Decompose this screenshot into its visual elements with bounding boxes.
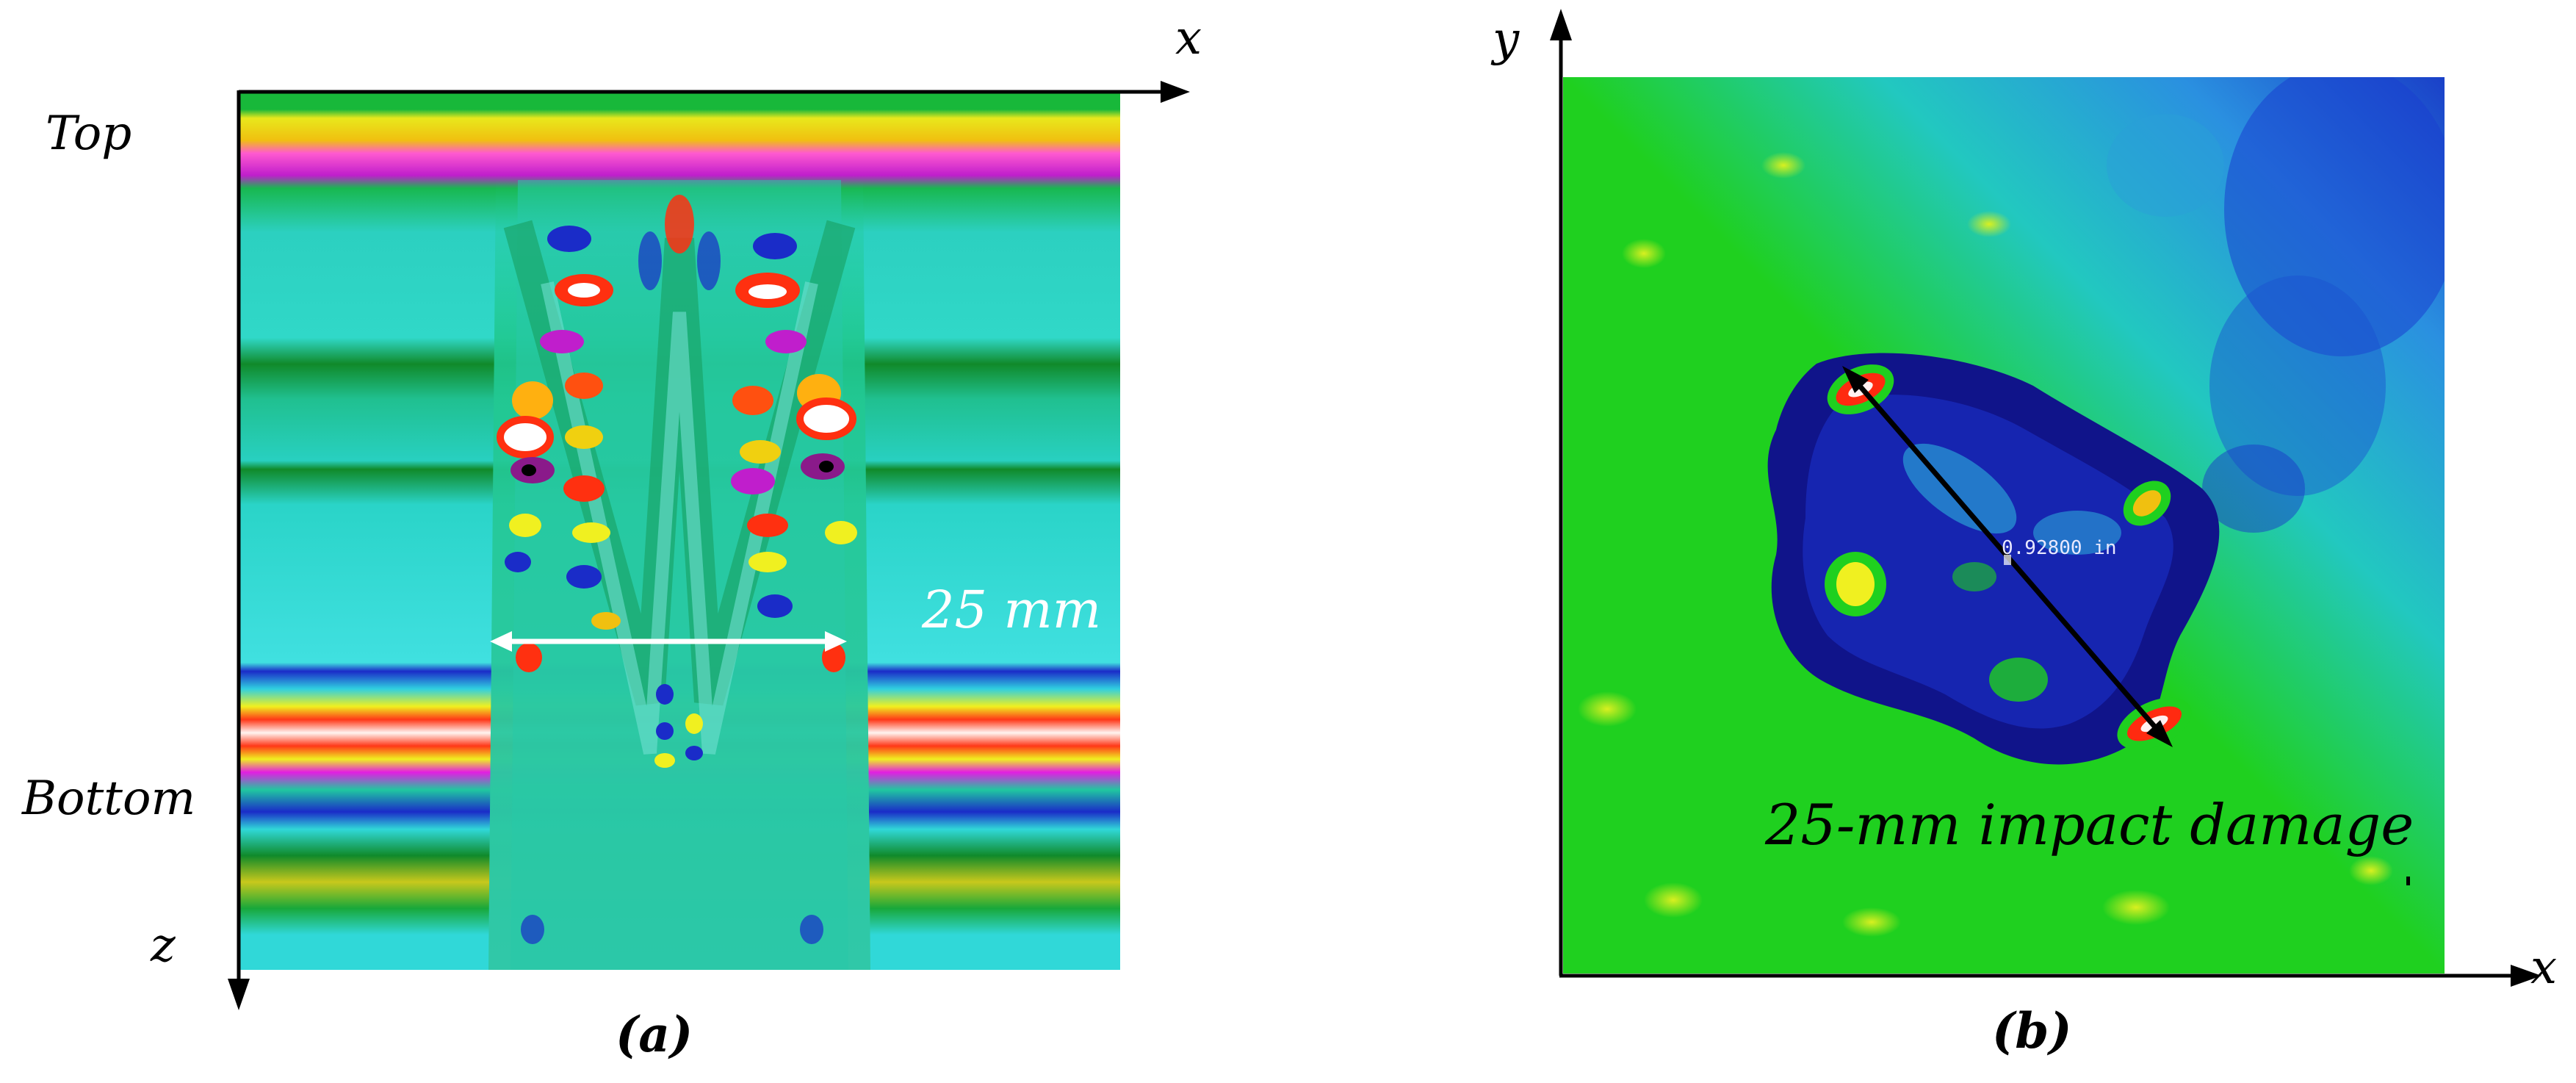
measure-readout-b: 0.92800 in [2002, 537, 2117, 559]
bottom-label: Bottom [22, 771, 196, 826]
caption-b: (b) [1992, 1002, 2072, 1059]
x-axis-label-b: x [2530, 940, 2558, 995]
measure-label-a: 25 mm [922, 580, 1102, 640]
z-axis-label-a: z [151, 918, 176, 973]
axes-a [228, 81, 1190, 1010]
damage-label-b: 25-mm impact damage [1765, 792, 2414, 857]
cscan-image [1563, 77, 2445, 974]
axes-b [1550, 9, 2541, 987]
x-axis-label-a: x [1175, 11, 1202, 65]
y-axis-label-b: y [1493, 12, 1520, 67]
caption-a: (a) [616, 1006, 693, 1063]
top-label: Top [46, 107, 132, 161]
bscan-image [239, 92, 1120, 970]
